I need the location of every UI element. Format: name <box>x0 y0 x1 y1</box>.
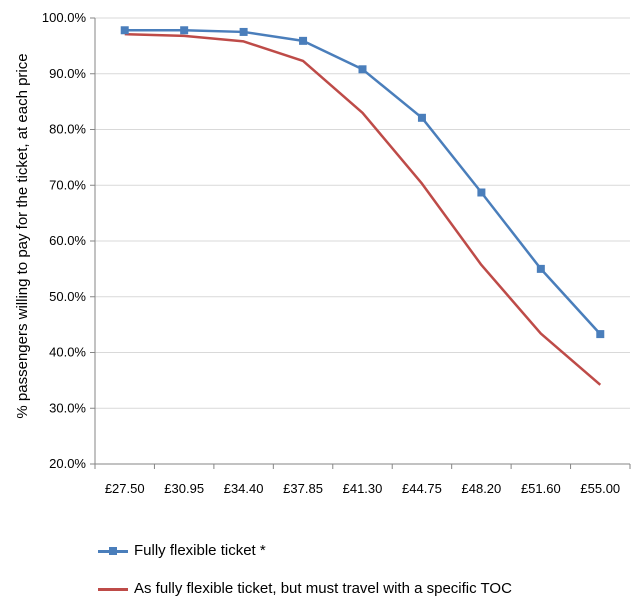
x-tick-label: £44.75 <box>402 481 442 496</box>
y-tick-label: 40.0% <box>49 345 86 360</box>
legend-label: Fully flexible ticket * <box>134 542 266 559</box>
data-point <box>358 65 367 74</box>
x-tick-label: £34.40 <box>224 481 264 496</box>
gridlines <box>95 17 630 465</box>
data-point <box>120 26 129 35</box>
legend-label: As fully flexible ticket, but must trave… <box>134 580 512 597</box>
y-tick-label: 90.0% <box>49 66 86 81</box>
y-tick-label: 50.0% <box>49 289 86 304</box>
data-point <box>596 330 605 339</box>
x-tick-labels: £27.50 £30.95 £34.40 £37.85 £41.30 £44.75 £48.… <box>105 481 620 496</box>
legend-item-fully-flexible: Fully flexible ticket * <box>98 542 266 559</box>
x-tick-label: £55.00 <box>580 481 620 496</box>
data-point <box>180 26 189 35</box>
y-tick-label: 30.0% <box>49 400 86 415</box>
x-tick-label: £51.60 <box>521 481 561 496</box>
data-point <box>299 36 308 45</box>
series-line <box>124 29 602 335</box>
series-line <box>124 32 602 386</box>
legend-item-specific-toc: As fully flexible ticket, but must trave… <box>98 580 512 597</box>
data-point <box>536 264 545 273</box>
data-point <box>477 188 486 197</box>
y-tick-labels: 20.0% 30.0% 40.0% 50.0% 60.0% 70.0% 80.0% 90.0%… <box>42 10 87 471</box>
y-tick-label: 100.0% <box>42 10 87 25</box>
x-tick-label: £30.95 <box>164 481 204 496</box>
series-lines <box>124 29 602 386</box>
axes <box>90 17 631 469</box>
y-axis-label: % passengers willing to pay for the tick… <box>14 53 31 418</box>
legend-swatch-blue <box>98 545 128 557</box>
series-markers <box>120 26 605 339</box>
legend-swatch-red <box>98 583 128 595</box>
x-tick-label: £27.50 <box>105 481 145 496</box>
y-tick-label: 20.0% <box>49 456 86 471</box>
x-tick-label: £37.85 <box>283 481 323 496</box>
x-tick-label: £48.20 <box>462 481 502 496</box>
y-tick-label: 60.0% <box>49 233 86 248</box>
y-tick-label: 80.0% <box>49 122 86 137</box>
data-point <box>239 27 248 36</box>
y-tick-label: 70.0% <box>49 177 86 192</box>
data-point <box>417 113 426 122</box>
x-tick-label: £41.30 <box>343 481 383 496</box>
